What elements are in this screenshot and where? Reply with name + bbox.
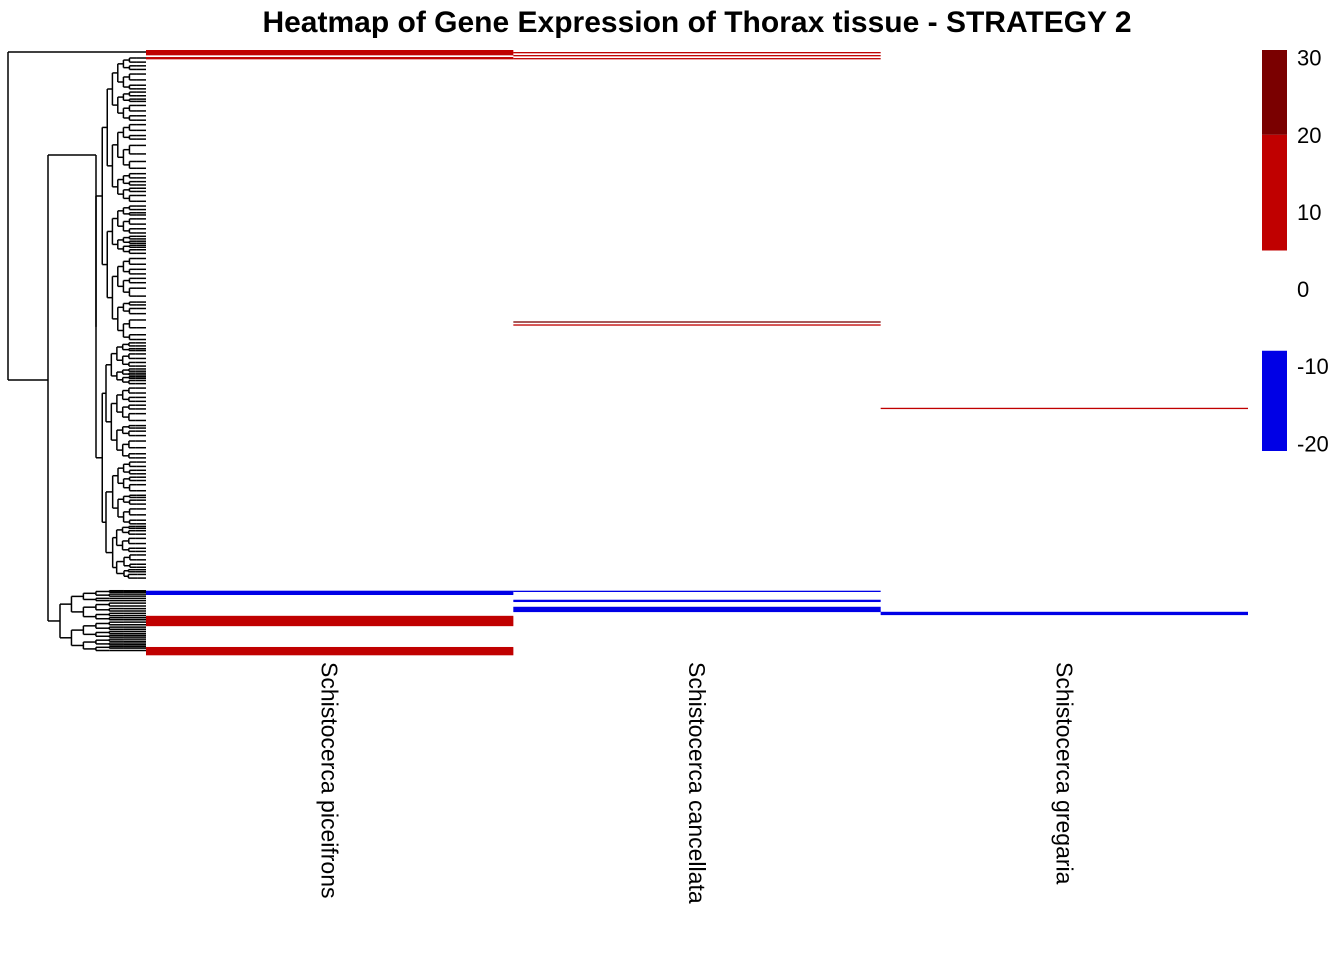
heatmap-cell [513, 610, 881, 613]
legend-swatch [1262, 134, 1287, 251]
chart-title: Heatmap of Gene Expression of Thorax tis… [262, 6, 1131, 39]
heatmap-cell [146, 616, 514, 619]
heatmap-cell [146, 651, 514, 654]
heatmap-cell [146, 624, 514, 627]
row-dendrogram [7, 51, 146, 652]
heatmap-cell [513, 607, 881, 610]
heatmap-cell [146, 617, 514, 620]
heatmap-cell [146, 650, 514, 653]
heatmap-cell [880, 612, 1248, 615]
heatmap-cell [513, 608, 881, 611]
heatmap-cell [146, 615, 514, 618]
heatmap-cell [513, 590, 881, 592]
column-label: Schistocerca cancellata [684, 662, 710, 904]
heatmap-cell [146, 622, 514, 625]
heatmap-cell [146, 623, 514, 626]
legend-tick-label: -20 [1297, 431, 1329, 456]
legend-tick-label: 30 [1297, 46, 1321, 71]
heatmap-cell [146, 649, 514, 652]
heatmap-cell [146, 648, 514, 651]
heatmap-cell [513, 606, 881, 609]
heatmap-cell [513, 324, 881, 326]
legend-swatch [1262, 50, 1287, 135]
heatmap-cell [513, 321, 881, 323]
heatmap-cell [146, 54, 514, 56]
legend-swatch [1262, 250, 1287, 351]
heatmap-cell [146, 653, 514, 655]
column-label: Schistocerca piceifrons [317, 662, 343, 899]
column-labels: Schistocerca piceifrons Schistocerca canc… [317, 662, 1078, 904]
heatmap-cell [146, 621, 514, 624]
heatmap-cell [146, 647, 514, 650]
heatmap-cell [146, 591, 514, 593]
heatmap-cell [513, 609, 881, 612]
heatmap-cell [146, 590, 514, 592]
column-label: Schistocerca gregaria [1051, 662, 1077, 885]
heatmap-cell [146, 646, 514, 649]
legend-tick-label: -10 [1297, 354, 1329, 379]
heatmap-cell [513, 58, 881, 60]
heatmap-cell [513, 600, 881, 603]
heatmap-cell [146, 50, 514, 52]
heatmap-cell [146, 57, 514, 59]
legend-tick-label: 0 [1297, 277, 1309, 302]
heatmap-cell [146, 52, 514, 54]
heatmap-cell [880, 407, 1248, 410]
heatmap-cells [146, 50, 1248, 656]
heatmap-cell [146, 58, 514, 60]
heatmap-cell [146, 654, 514, 656]
color-legend: 30 20 10 0 -10 -20 [1262, 46, 1329, 456]
heatmap-cell [513, 52, 881, 54]
heatmap-cell [513, 599, 881, 602]
heatmap-cell [146, 620, 514, 623]
legend-tick-label: 20 [1297, 123, 1321, 148]
legend-tick-label: 10 [1297, 200, 1321, 225]
heatmap-cell [146, 619, 514, 622]
heatmap-cell [146, 593, 514, 596]
legend-swatch [1262, 350, 1287, 451]
heatmap-cell [146, 592, 514, 595]
heatmap-cell [513, 55, 881, 57]
heatmap-cell [146, 53, 514, 55]
heatmap-cell [880, 611, 1248, 614]
heatmap-cell [146, 618, 514, 621]
heatmap-cell [880, 613, 1248, 616]
heatmap-cell [146, 51, 514, 53]
